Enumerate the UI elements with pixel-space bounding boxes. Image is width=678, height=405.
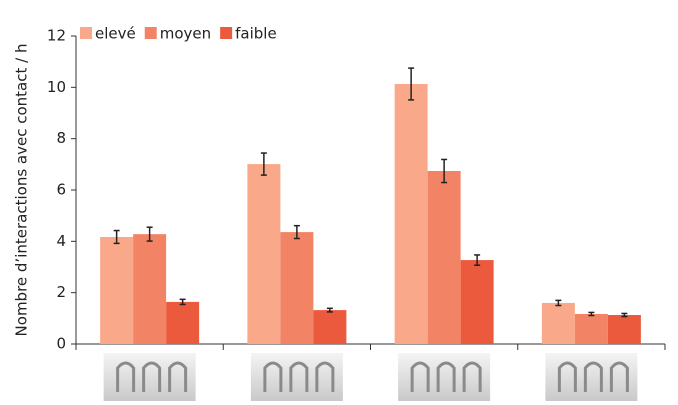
y-tick-label: 4 (56, 232, 66, 250)
error-bar (588, 311, 595, 317)
legend-label: elevé (95, 25, 136, 43)
bar (133, 234, 167, 344)
error-bar (621, 312, 628, 318)
category-image-shape (263, 361, 283, 392)
y-tick-label: 0 (56, 335, 66, 353)
bar (280, 232, 314, 344)
legend-label: moyen (160, 25, 211, 43)
y-tick-label: 2 (56, 283, 66, 301)
category-image-shape (116, 361, 136, 392)
legend-swatch (220, 27, 233, 39)
category-image-shape (557, 361, 577, 392)
category-image-shape (142, 361, 162, 392)
error-bar (326, 307, 333, 313)
error-bar (293, 224, 300, 240)
category-image-shape (168, 361, 188, 392)
error-bar (179, 298, 186, 306)
bar (427, 171, 461, 344)
category-image-shape (436, 361, 456, 392)
category-image-shape (583, 361, 603, 392)
error-bar (146, 226, 153, 242)
legend-label: faible (235, 25, 277, 43)
legend-swatch (80, 27, 92, 39)
bar (394, 83, 428, 344)
category-image-shape (462, 361, 482, 392)
bar (100, 236, 134, 344)
bar (313, 310, 347, 344)
error-bar (555, 299, 562, 307)
bar (247, 164, 281, 344)
error-bar (408, 67, 415, 101)
y-tick-label: 10 (47, 78, 66, 96)
error-bar (113, 229, 120, 245)
category-image-shape (609, 361, 629, 392)
bar (541, 302, 575, 344)
error-bar (260, 152, 267, 176)
bar (460, 260, 494, 344)
y-tick-label: 8 (56, 129, 66, 147)
error-bar (474, 254, 481, 266)
bar (607, 314, 641, 344)
bar (574, 313, 608, 344)
y-tick-label: 6 (56, 181, 66, 199)
category-image-shape (289, 361, 309, 392)
y-tick-label: 12 (47, 27, 66, 45)
y-axis-label: Nombre d’interactions avec contact / h (13, 44, 31, 337)
bar (166, 301, 200, 344)
legend-swatch (144, 27, 157, 39)
error-bar (441, 158, 448, 184)
category-image-shape (410, 361, 430, 392)
category-image-shape (315, 361, 335, 392)
